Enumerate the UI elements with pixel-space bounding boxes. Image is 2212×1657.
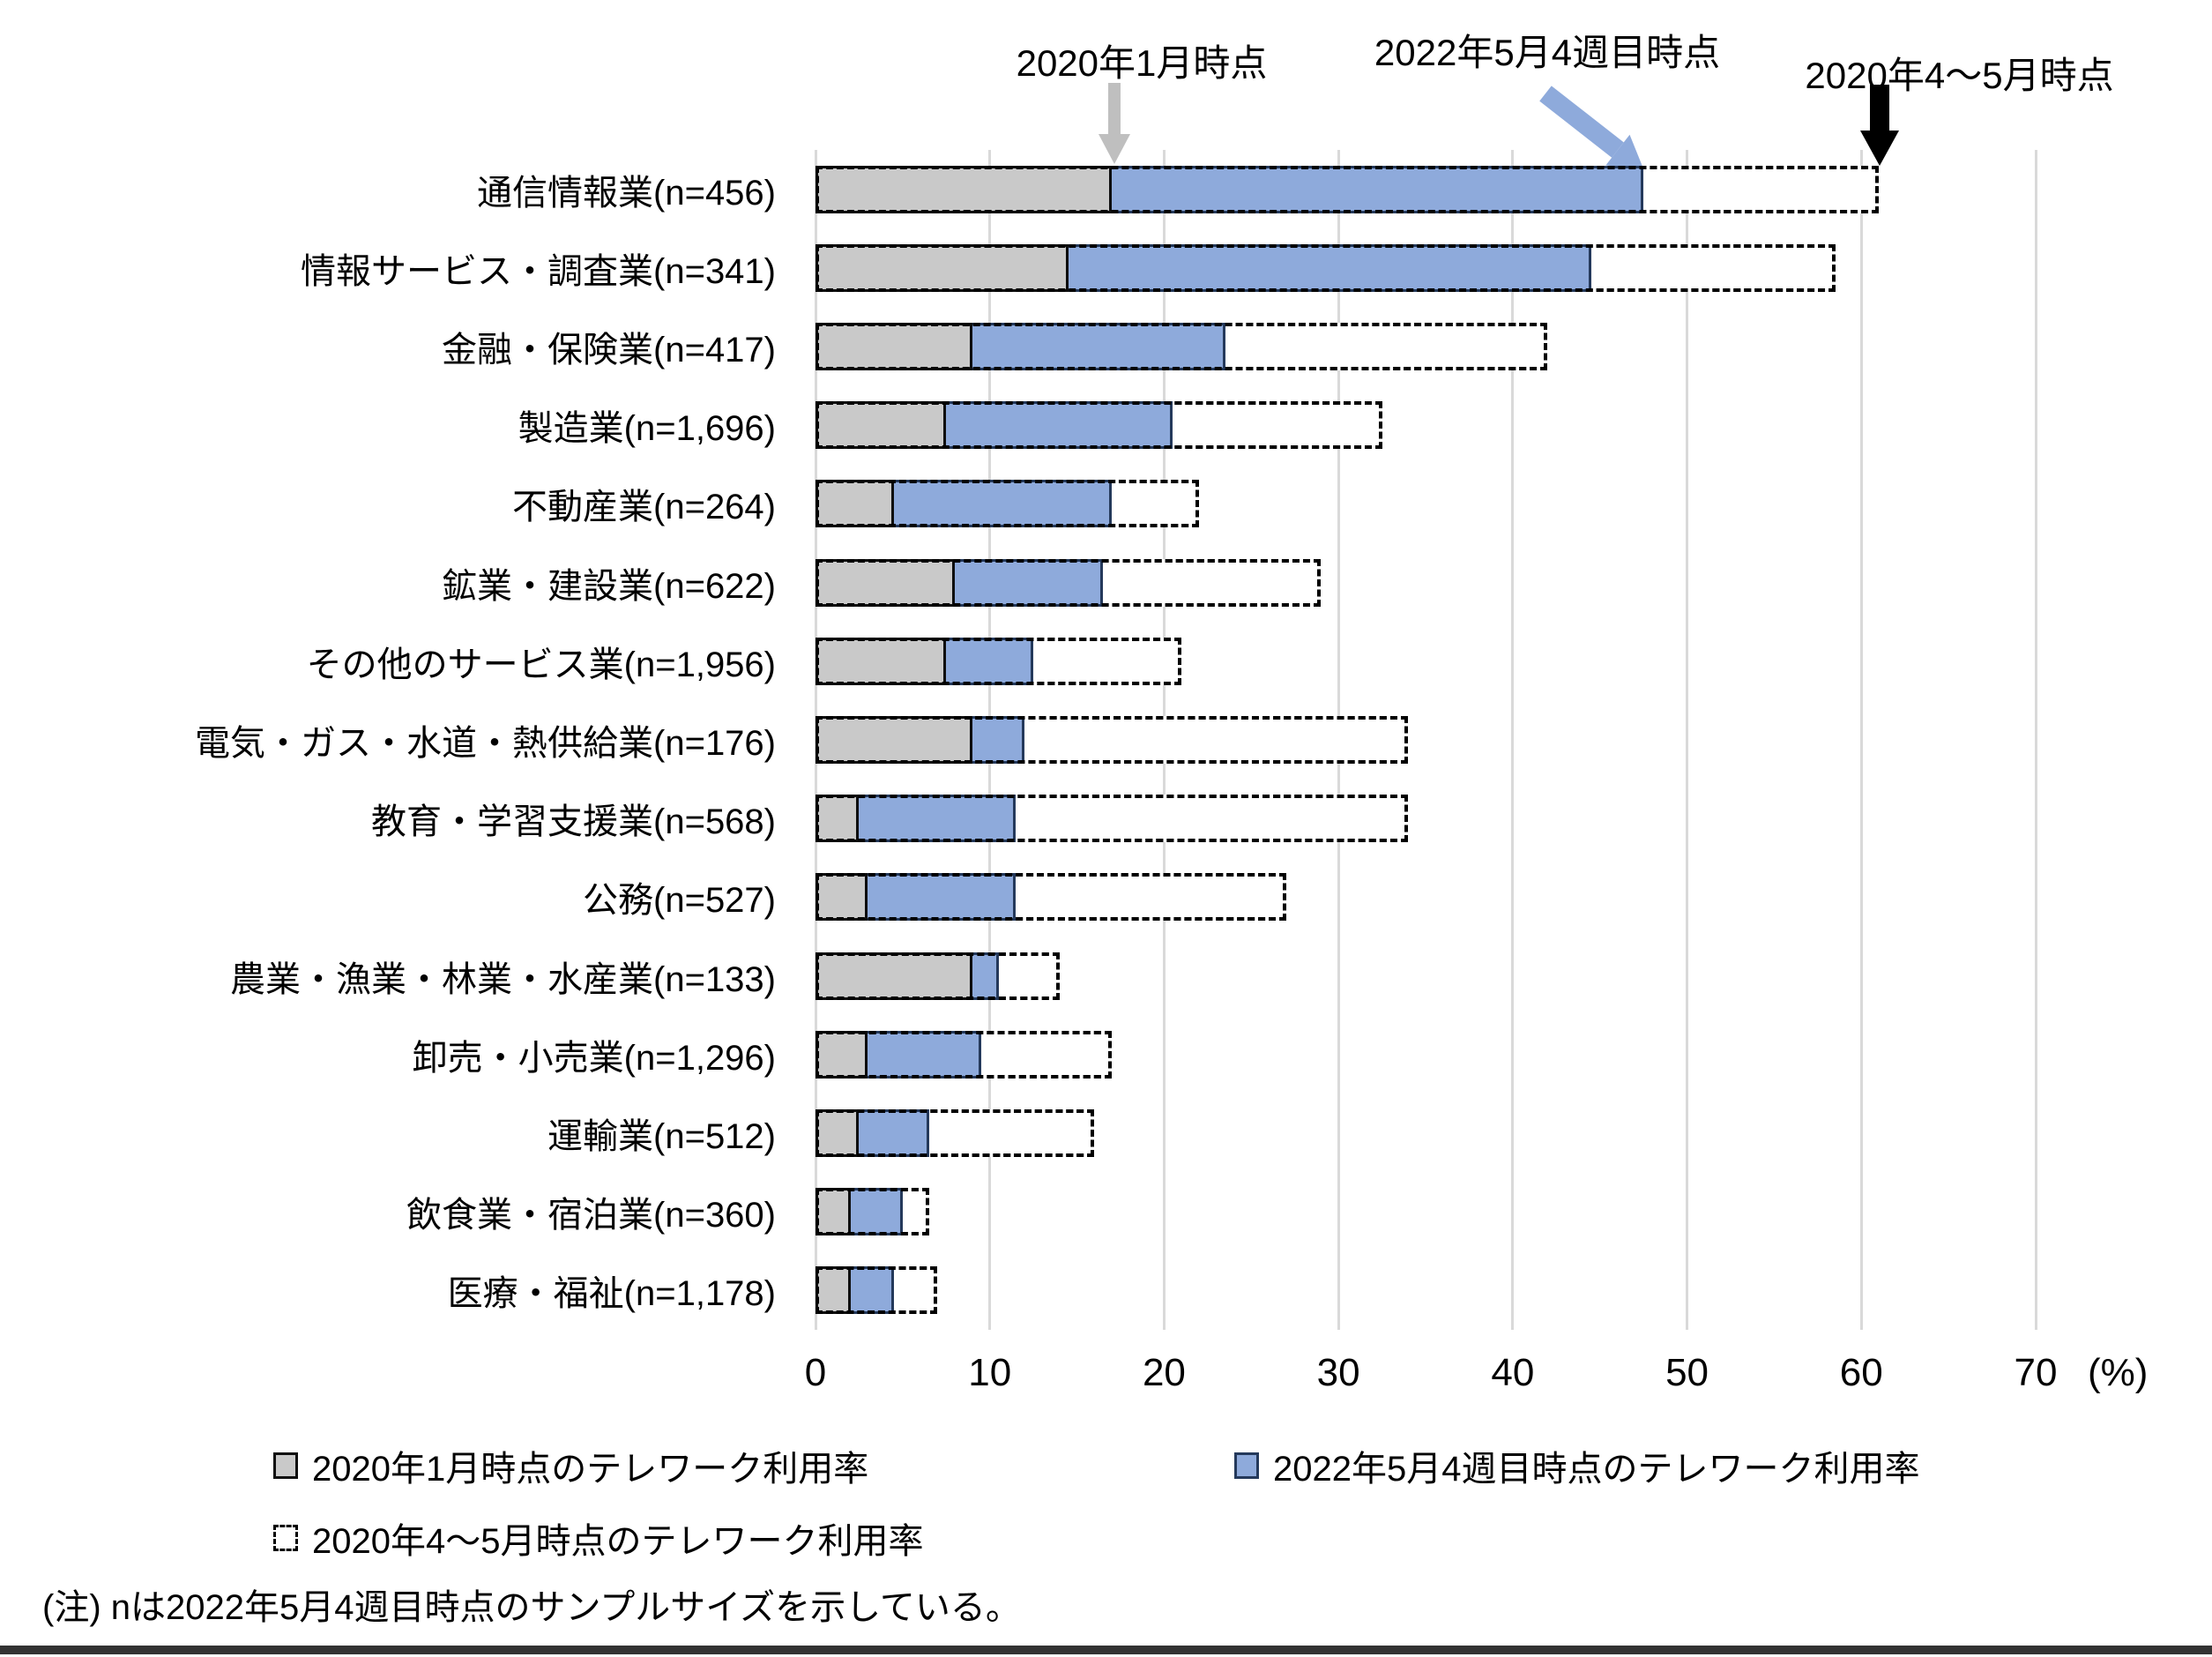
category-label: 農業・漁業・林業・水産業(n=133): [230, 959, 776, 999]
bar-2020-jan: [816, 480, 894, 528]
blue-arrow-shaft: [1539, 86, 1624, 158]
category-label: 公務(n=527): [583, 881, 776, 921]
category-label: 飲食業・宿泊業(n=360): [406, 1196, 776, 1235]
bar-row: [816, 622, 2036, 700]
x-axis-unit-label: (%): [2088, 1351, 2149, 1394]
x-tick-label: 70: [2014, 1351, 2058, 1394]
gridline: [1686, 150, 1689, 1330]
category-label: 医療・福祉(n=1,178): [447, 1274, 776, 1314]
x-axis-ticks: 0 10 20 30 40 50 60 70: [805, 1351, 2058, 1404]
category-label: 卸売・小売業(n=1,296): [412, 1038, 776, 1078]
bar-row: [816, 307, 2036, 385]
category-label: 製造業(n=1,696): [518, 409, 776, 449]
bar-2020-jan: [816, 1266, 851, 1315]
bar-2020-jan: [816, 1030, 868, 1079]
category-labels: 通信情報業(n=456) 情報サービス・調査業(n=341) 金融・保険業(n=41…: [0, 150, 776, 1330]
bar-2020-jan: [816, 715, 972, 764]
category-label: 金融・保険業(n=417): [442, 330, 776, 369]
gridline: [1511, 150, 1515, 1330]
bar-2020-jan: [816, 1188, 851, 1236]
gray-down-arrow-icon: [1108, 83, 1121, 134]
bar-rows: [816, 150, 2036, 1330]
gridline: [1859, 150, 1863, 1330]
bar-row: [816, 543, 2036, 622]
x-tick-label: 10: [968, 1351, 1012, 1394]
legend-swatch-gray-icon: [273, 1452, 298, 1479]
bar-row: [816, 465, 2036, 543]
bar-2020-jan: [816, 637, 947, 685]
bar-row: [816, 386, 2036, 465]
legend-item-aprmay2020: 2020年4～5月時点のテレワーク利用率: [273, 1517, 923, 1561]
black-down-arrow-head-icon: [1860, 131, 1899, 166]
footnote: (注) nは2022年5月4週目時点のサンプルサイズを示している。: [42, 1588, 1021, 1627]
bar-2020-jan: [816, 322, 972, 370]
x-tick-label: 40: [1491, 1351, 1535, 1394]
category-label: 教育・学習支援業(n=568): [371, 802, 776, 842]
x-tick-label: 0: [804, 1351, 827, 1394]
black-down-arrow-icon: [1870, 85, 1889, 131]
bar-2020-jan: [816, 558, 956, 607]
bottom-divider: [0, 1646, 2212, 1654]
bar-row: [816, 700, 2036, 779]
legend-swatch-blue-icon: [1234, 1452, 1259, 1479]
category-label: 鉱業・建設業(n=622): [442, 566, 776, 606]
annotation-may2022: 2022年5月4週目時点: [1374, 32, 1721, 73]
bar-2020-jan: [816, 401, 947, 450]
bar-2020-jan: [816, 873, 868, 922]
bar-row: [816, 1093, 2036, 1172]
annotation-jan2020: 2020年1月時点: [1016, 42, 1268, 84]
bar-row: [816, 1015, 2036, 1093]
category-label: 不動産業(n=264): [512, 488, 776, 527]
annotation-aprmay2020: 2020年4～5月時点: [1805, 55, 2114, 96]
bar-2020-jan: [816, 165, 1113, 213]
bar-2020-jan: [816, 795, 860, 843]
bar-row: [816, 1251, 2036, 1330]
category-label: 運輸業(n=512): [547, 1116, 776, 1156]
bar-row: [816, 858, 2036, 937]
legend-label: 2020年4～5月時点のテレワーク利用率: [312, 1522, 924, 1561]
bar-row: [816, 780, 2036, 858]
bar-2020-jan: [816, 1108, 860, 1157]
category-label: 情報サービス・調査業(n=341): [301, 251, 776, 291]
legend-label: 2020年1月時点のテレワーク利用率: [312, 1450, 869, 1489]
gray-down-arrow-head-icon: [1099, 134, 1130, 164]
x-tick-label: 30: [1316, 1351, 1360, 1394]
category-label: その他のサービス業(n=1,956): [306, 645, 776, 684]
legend-item-jan2020: 2020年1月時点のテレワーク利用率: [273, 1444, 868, 1489]
x-tick-label: 20: [1142, 1351, 1186, 1394]
x-tick-label: 50: [1665, 1351, 1709, 1394]
plot-area: [814, 150, 2037, 1330]
bar-row: [816, 150, 2036, 228]
category-label: 通信情報業(n=456): [477, 173, 776, 213]
bar-row: [816, 1173, 2036, 1251]
category-label: 電気・ガス・水道・熱供給業(n=176): [195, 723, 776, 763]
gridline: [2034, 150, 2037, 1330]
legend-label: 2022年5月4週目時点のテレワーク利用率: [1273, 1450, 1920, 1489]
bar-row: [816, 937, 2036, 1015]
x-tick-label: 60: [1839, 1351, 1883, 1394]
legend-item-may2022: 2022年5月4週目時点のテレワーク利用率: [1234, 1444, 1919, 1489]
bar-row: [816, 228, 2036, 307]
bar-2020-jan: [816, 243, 1069, 292]
bar-2020-jan: [816, 952, 972, 1000]
legend-swatch-dashed-icon: [273, 1525, 298, 1551]
